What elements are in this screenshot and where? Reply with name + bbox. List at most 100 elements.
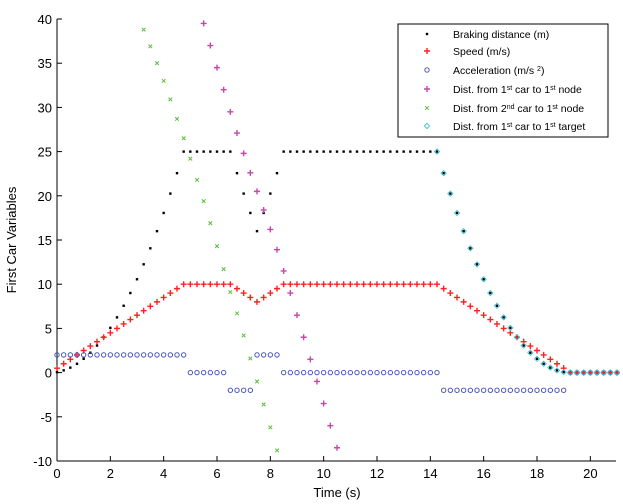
data-point <box>208 221 213 226</box>
data-point <box>541 387 547 393</box>
data-point <box>254 379 260 384</box>
data-point <box>209 150 212 153</box>
data-point <box>289 150 292 153</box>
data-point <box>554 360 560 367</box>
data-point <box>207 369 213 376</box>
legend-marker-circle-icon <box>424 67 430 73</box>
data-point <box>427 369 433 376</box>
data-point <box>167 352 173 358</box>
data-point <box>460 227 467 235</box>
data-point <box>354 281 360 288</box>
data-point <box>529 351 532 354</box>
data-point <box>441 387 447 393</box>
data-point <box>509 326 512 330</box>
data-point <box>374 369 380 376</box>
data-point <box>354 369 360 376</box>
x-tick-label: 18 <box>530 466 544 481</box>
data-point <box>389 150 392 153</box>
data-point <box>194 281 200 288</box>
data-point <box>462 229 465 233</box>
x-tick-label: 6 <box>213 466 220 481</box>
data-point <box>147 303 154 310</box>
data-point <box>367 281 374 288</box>
legend-item: Dist. from 1st car to 1st target <box>423 121 585 133</box>
data-point <box>82 357 85 361</box>
data-point <box>460 298 467 305</box>
data-point <box>168 97 173 102</box>
data-point <box>429 150 432 153</box>
data-point <box>362 150 365 153</box>
data-point <box>247 169 254 176</box>
data-point <box>127 352 133 358</box>
data-point <box>534 387 540 393</box>
data-point <box>294 281 300 288</box>
data-point <box>75 362 79 365</box>
data-point <box>134 352 140 358</box>
data-point <box>309 150 312 153</box>
data-point <box>414 281 420 288</box>
data-point <box>294 369 300 376</box>
data-point <box>221 267 226 272</box>
data-point <box>274 246 280 253</box>
data-point <box>507 387 513 393</box>
data-point <box>414 369 420 376</box>
x-tick-label: 20 <box>583 466 597 481</box>
ticks: 0 2 4 6 8 10 12 14 16 18 20 -10 -5 0 5 10 15 20 25 30 35 40 <box>33 12 597 481</box>
data-point <box>454 294 460 301</box>
x-tick-label: 12 <box>370 466 384 481</box>
y-tick-label: 25 <box>38 145 52 160</box>
data-point <box>534 347 540 354</box>
y-tick-label: -10 <box>33 454 52 469</box>
data-point <box>307 281 314 288</box>
data-point <box>521 387 527 393</box>
data-point <box>327 422 334 429</box>
data-point <box>274 448 280 453</box>
legend-label: Dist. from 1st car to 1st node <box>453 84 582 96</box>
data-point <box>155 229 159 233</box>
y-tick-label: 20 <box>38 189 52 204</box>
data-point <box>334 444 340 451</box>
data-point <box>407 281 414 288</box>
legend: Braking distance (m) Speed (m/s) Accelerat… <box>397 23 609 138</box>
data-point <box>95 344 99 347</box>
data-point <box>467 245 474 252</box>
data-point <box>360 281 367 288</box>
data-point <box>201 198 206 204</box>
data-point <box>282 150 285 153</box>
data-point <box>268 425 273 430</box>
data-point <box>194 369 200 376</box>
data-point <box>547 356 554 363</box>
data-point <box>94 338 100 345</box>
legend-label: Braking distance (m) <box>453 29 549 41</box>
x-tick-label: 10 <box>316 466 330 481</box>
data-point <box>302 150 305 153</box>
data-point <box>101 352 107 358</box>
data-point <box>201 369 207 376</box>
data-point <box>189 150 192 153</box>
data-point <box>234 311 240 316</box>
data-point <box>307 356 314 363</box>
legend-marker-x-icon <box>424 105 430 111</box>
data-point <box>167 290 174 297</box>
data-point <box>141 27 146 32</box>
data-point <box>467 303 474 310</box>
data-point <box>501 387 507 393</box>
data-point <box>613 369 621 376</box>
data-point <box>301 369 307 376</box>
data-point <box>241 387 247 393</box>
data-point <box>554 387 560 393</box>
data-point <box>115 316 119 319</box>
data-point <box>122 304 125 307</box>
data-point <box>447 190 454 197</box>
x-tick-label: 0 <box>53 466 60 481</box>
data-point <box>149 247 152 250</box>
data-point <box>334 369 340 376</box>
data-point <box>560 365 567 372</box>
data-point <box>494 320 500 327</box>
data-point <box>473 261 481 268</box>
data-point <box>427 281 434 288</box>
series-dist-from-1st-car-to-1st-target <box>433 148 621 376</box>
data-point <box>580 369 587 376</box>
data-point <box>449 192 452 195</box>
legend-marker-dot-icon <box>425 32 429 36</box>
